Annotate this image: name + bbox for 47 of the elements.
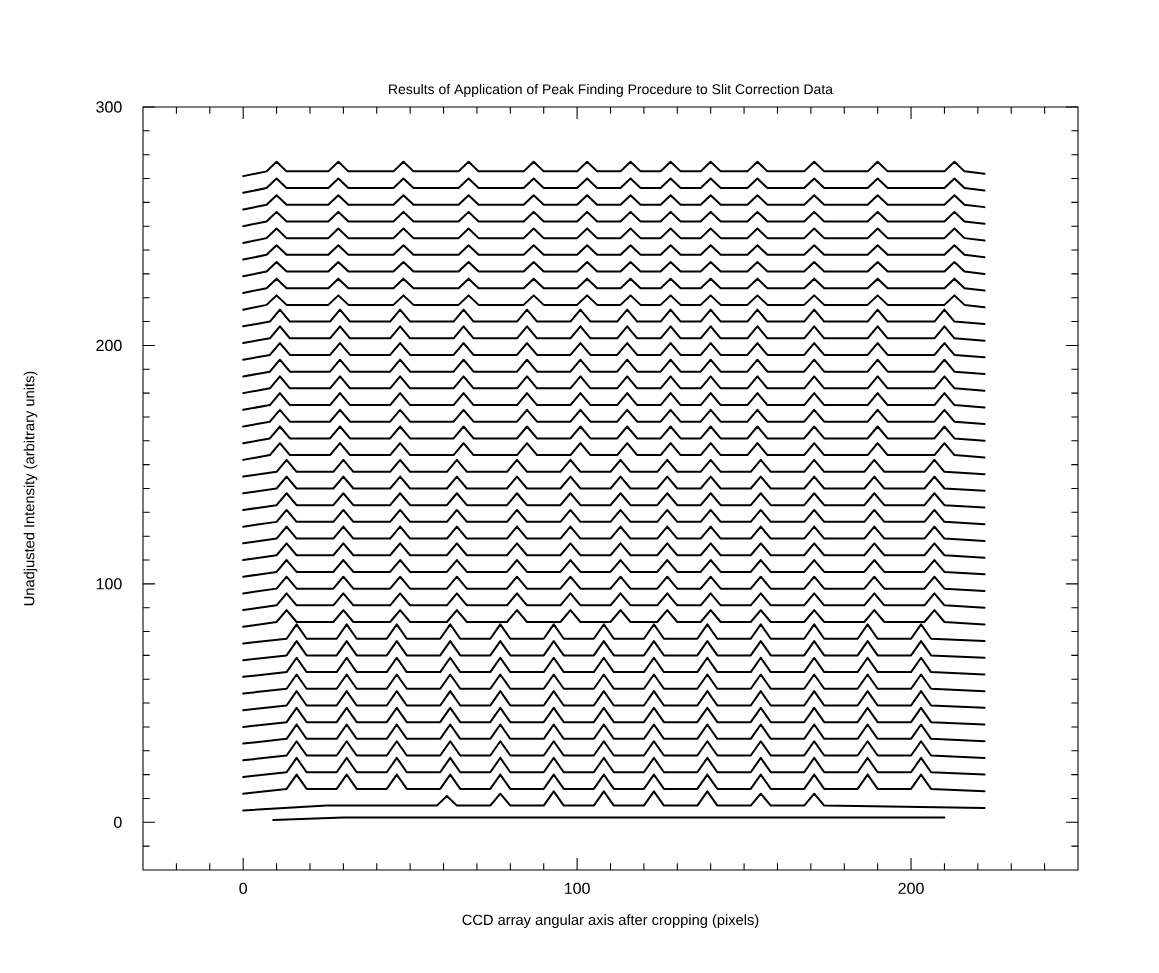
line-series: [242, 210, 986, 228]
x-tick-label: 100: [564, 882, 590, 895]
line-series: [242, 277, 986, 294]
line-series: [242, 575, 986, 595]
line-series: [242, 244, 986, 261]
line-series: [242, 773, 986, 795]
line-series: [242, 756, 986, 778]
line-series: [242, 260, 986, 278]
line-series: [242, 342, 986, 361]
line-series: [242, 358, 986, 378]
line-series: [242, 690, 986, 712]
line-series: [242, 294, 986, 311]
line-series: [242, 194, 986, 211]
line-series: [242, 160, 986, 178]
chart-title: Results of Application of Peak Finding Procedure to Slit Correction Data: [389, 83, 833, 97]
line-series: [242, 656, 986, 678]
y-tick-label: 300: [96, 101, 122, 113]
x-tick-label: 0: [239, 882, 248, 895]
line-series: [242, 475, 986, 495]
line-series: [242, 559, 986, 578]
line-series: [242, 375, 986, 395]
x-tick-label: 200: [898, 882, 924, 895]
y-tick-label: 0: [114, 816, 122, 828]
line-series: [242, 308, 986, 328]
line-series: [242, 640, 986, 662]
line-series: [242, 706, 986, 728]
line-series: [242, 525, 986, 545]
line-series: [242, 790, 986, 812]
line-series: [242, 542, 986, 562]
line-series: [242, 508, 986, 528]
line-series: [242, 408, 986, 428]
line-series: [242, 425, 986, 445]
line-series: [242, 177, 986, 194]
line-series: [242, 492, 986, 511]
y-tick-label: 200: [96, 339, 122, 352]
line-series: [242, 673, 986, 695]
line-series: [242, 442, 986, 461]
line-series: [242, 723, 986, 745]
line-series: [242, 740, 986, 762]
x-axis-title: CCD array angular axis after cropping (pixels): [462, 914, 759, 928]
line-series: [242, 458, 986, 478]
line-series: [242, 392, 986, 411]
y-axis-title: Unadjusted Intensity (arbitrary units): [23, 371, 38, 606]
line-series: [242, 227, 986, 244]
y-tick-label: 100: [96, 578, 122, 590]
line-series: [242, 592, 986, 612]
line-series: [242, 325, 986, 345]
